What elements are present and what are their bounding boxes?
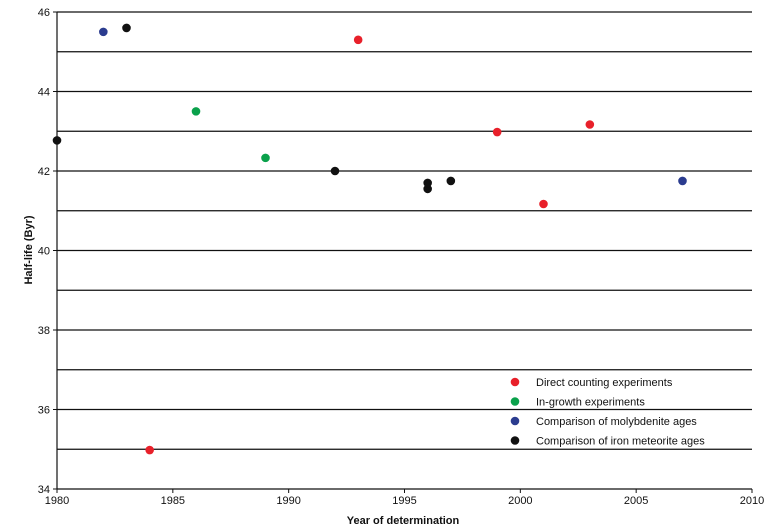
x-tick-label: 1995: [392, 495, 416, 507]
data-point: [261, 153, 270, 163]
y-axis-label: Half-life (Byr): [23, 215, 35, 284]
legend-marker: [510, 377, 520, 387]
legend-marker: [510, 416, 520, 426]
data-point: [539, 199, 548, 209]
y-tick-label: 36: [38, 405, 50, 417]
legend-label: Direct counting experiments: [536, 377, 673, 389]
x-tick-label: 2010: [740, 495, 764, 507]
data-point: [122, 23, 131, 33]
x-tick-label: 2005: [624, 495, 648, 507]
data-point: [492, 127, 502, 137]
data-point: [446, 176, 456, 186]
data-point: [678, 176, 687, 186]
x-tick-label: 1990: [276, 495, 300, 507]
data-point: [191, 107, 201, 116]
data-point: [423, 178, 432, 188]
data-point: [52, 136, 62, 145]
legend-label: In-growth experiments: [536, 397, 645, 409]
legend: Direct counting experiments In-growth exp…: [510, 377, 705, 448]
data-point: [423, 184, 432, 194]
data-point: [145, 445, 154, 455]
y-tick-label: 40: [38, 246, 50, 258]
tick-labels: 1980 1985 1990 1995 2000 2005 2010 34 36 38 40 42 44…: [38, 7, 764, 507]
x-tick-label: 2000: [508, 495, 532, 507]
x-tick-label: 1980: [45, 495, 69, 507]
legend-label: Comparison of molybdenite ages: [536, 416, 697, 428]
y-tick-label: 46: [38, 7, 50, 19]
y-tick-label: 42: [38, 166, 50, 178]
data-point: [99, 27, 108, 37]
data-point: [585, 120, 595, 129]
grid-lines: [57, 11, 752, 450]
y-tick-label: 38: [38, 325, 50, 337]
data-point: [353, 35, 363, 45]
legend-marker: [510, 397, 520, 406]
y-tick-label: 44: [38, 87, 50, 99]
x-tick-label: 1985: [161, 495, 185, 507]
x-axis-label: Year of determination: [347, 515, 460, 527]
y-tick-label: 34: [38, 484, 50, 496]
data-point: [330, 166, 340, 176]
legend-label: Comparison of iron meteorite ages: [536, 436, 705, 448]
legend-marker: [510, 436, 520, 445]
data-points: [52, 23, 687, 455]
